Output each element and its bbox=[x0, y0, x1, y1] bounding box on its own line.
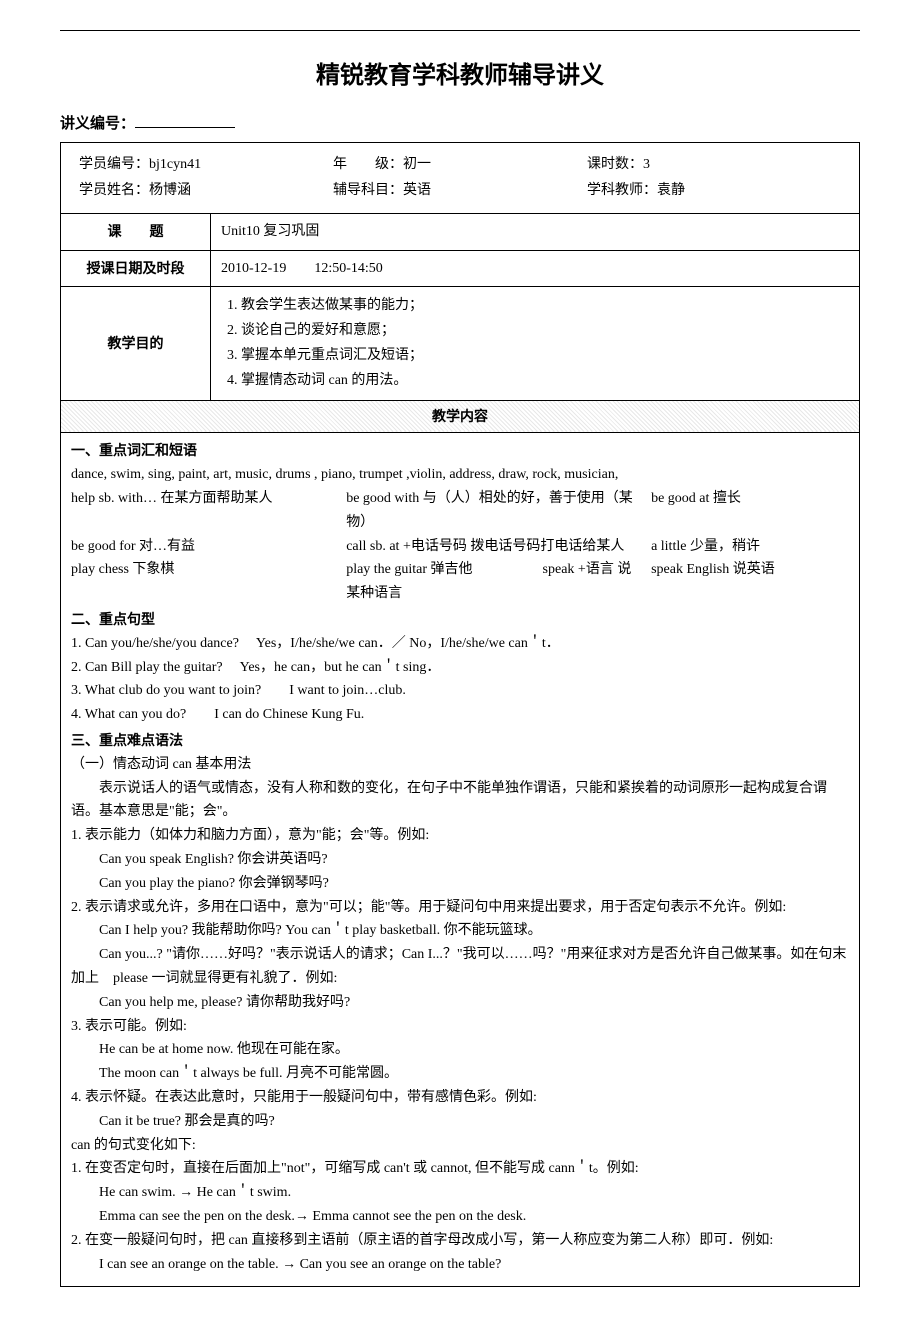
grammar-example: The moon can＇t always be full. 月亮不可能常圆。 bbox=[71, 1062, 849, 1086]
main-table: 学员编号：bj1cyn41 年 级：初一 课时数：3 学员姓名：杨博涵 辅导科目… bbox=[60, 142, 860, 1287]
info-item: 学员姓名：杨博涵 bbox=[79, 179, 333, 203]
top-rule bbox=[60, 30, 860, 31]
phrase-cell: be good with 与（人）相处的好，善于使用（某物） bbox=[346, 487, 643, 535]
phrase-cell: call sb. at +电话号码 拨电话号码打电话给某人 bbox=[346, 535, 643, 559]
content-section-header: 教学内容 bbox=[61, 400, 860, 433]
grammar-item-head: 2. 在变一般疑问句时，把 can 直接移到主语前（原主语的首字母改成小写，第一… bbox=[71, 1229, 849, 1253]
sec3-sub2-items: 1. 在变否定句时，直接在后面加上"not"，可缩写成 can't 或 cann… bbox=[71, 1157, 849, 1276]
grammar-item-head: 2. 表示请求或允许，多用在口语中，意为"可以；能"等。用于疑问句中用来提出要求… bbox=[71, 896, 849, 920]
info-item: 学科教师：袁静 bbox=[587, 179, 841, 203]
info-item: 学员编号：bj1cyn41 bbox=[79, 153, 333, 177]
sec3-sub2-title: can 的句式变化如下: bbox=[71, 1134, 849, 1158]
table-row: 一、重点词汇和短语 dance, swim, sing, paint, art,… bbox=[61, 433, 860, 1287]
info-item: 辅导科目：英语 bbox=[333, 179, 587, 203]
grammar-example: Can you speak English? 你会讲英语吗? bbox=[71, 848, 849, 872]
topic-label: 课 题 bbox=[61, 213, 211, 250]
grammar-example: Can I help you? 我能帮助你吗? You can＇t play b… bbox=[71, 919, 849, 943]
grammar-example: Emma can see the pen on the desk.→ Emma … bbox=[71, 1205, 849, 1229]
phrase-cell: help sb. with… 在某方面帮助某人 bbox=[71, 487, 338, 535]
grammar-example: He can be at home now. 他现在可能在家。 bbox=[71, 1038, 849, 1062]
topic-value: Unit10 复习巩固 bbox=[211, 213, 860, 250]
info-item: 课时数：3 bbox=[587, 153, 841, 177]
goal-value: 1. 教会学生表达做某事的能力；2. 谈论自己的爱好和意愿；3. 掌握本单元重点… bbox=[211, 287, 860, 400]
vocab-line: dance, swim, sing, paint, art, music, dr… bbox=[71, 463, 849, 487]
phrase-cell: be good at 擅长 bbox=[651, 487, 849, 535]
sec3-intro: 表示说话人的语气或情态，没有人称和数的变化，在句子中不能单独作谓语，只能和紧挨着… bbox=[71, 777, 849, 825]
goal-label: 教学目的 bbox=[61, 287, 211, 400]
phrase-row: help sb. with… 在某方面帮助某人be good with 与（人）… bbox=[71, 487, 849, 535]
phrase-cell: play chess 下象棋 bbox=[71, 558, 338, 606]
grammar-item-head: 4. 表示怀疑。在表达此意时，只能用于一般疑问句中，带有感情色彩。例如: bbox=[71, 1086, 849, 1110]
phrase-cell: be good for 对…有益 bbox=[71, 535, 338, 559]
grammar-example: Can it be true? 那会是真的吗? bbox=[71, 1110, 849, 1134]
grammar-example: Can you help me, please? 请你帮助我好吗? bbox=[71, 991, 849, 1015]
phrase-cell: a little 少量，稍许 bbox=[651, 535, 849, 559]
grammar-item-head: 1. 在变否定句时，直接在后面加上"not"，可缩写成 can't 或 cann… bbox=[71, 1157, 849, 1181]
goal-item: 1. 教会学生表达做某事的能力； bbox=[227, 294, 849, 318]
phrase-grid: help sb. with… 在某方面帮助某人be good with 与（人）… bbox=[71, 487, 849, 606]
student-info-cell: 学员编号：bj1cyn41 年 级：初一 课时数：3 学员姓名：杨博涵 辅导科目… bbox=[61, 143, 860, 214]
sec3-items: 1. 表示能力（如体力和脑力方面），意为"能；会"等。例如:Can you sp… bbox=[71, 824, 849, 1133]
sec1-title: 一、重点词汇和短语 bbox=[71, 439, 849, 463]
grammar-item-head: 1. 表示能力（如体力和脑力方面），意为"能；会"等。例如: bbox=[71, 824, 849, 848]
sec2-title: 二、重点句型 bbox=[71, 608, 849, 632]
page-title: 精锐教育学科教师辅导讲义 bbox=[60, 56, 860, 97]
goal-item: 4. 掌握情态动词 can 的用法。 bbox=[227, 369, 849, 393]
grammar-example: Can you...? "请你……好吗？"表示说话人的请求；Can I...？"… bbox=[71, 943, 849, 991]
goal-item: 3. 掌握本单元重点词汇及短语； bbox=[227, 344, 849, 368]
time-label: 授课日期及时段 bbox=[61, 250, 211, 287]
grammar-example: I can see an orange on the table. → Can … bbox=[71, 1253, 849, 1277]
info-item: 年 级：初一 bbox=[333, 153, 587, 177]
table-row: 课 题 Unit10 复习巩固 bbox=[61, 213, 860, 250]
sec3-title: 三、重点难点语法 bbox=[71, 729, 849, 753]
table-row: 教学内容 bbox=[61, 400, 860, 433]
grammar-item-head: 3. 表示可能。例如: bbox=[71, 1015, 849, 1039]
serial-line: 讲义编号： bbox=[60, 111, 860, 137]
serial-blank bbox=[135, 112, 235, 128]
sec3-sub1-title: （一）情态动词 can 基本用法 bbox=[71, 753, 849, 777]
sentence-item: 1. Can you/he/she/you dance? Yes，I/he/sh… bbox=[71, 632, 849, 656]
grammar-example: Can you play the piano? 你会弹钢琴吗? bbox=[71, 872, 849, 896]
phrase-cell: speak English 说英语 bbox=[651, 558, 849, 606]
sentence-item: 2. Can Bill play the guitar? Yes，he can，… bbox=[71, 656, 849, 680]
document-page: 精锐教育学科教师辅导讲义 讲义编号： 学员编号：bj1cyn41 年 级：初一 … bbox=[30, 0, 890, 1317]
time-value: 2010-12-19 12:50-14:50 bbox=[211, 250, 860, 287]
sentence-item: 3. What club do you want to join? I want… bbox=[71, 679, 849, 703]
grammar-example: He can swim. → He can＇t swim. bbox=[71, 1181, 849, 1205]
sec2-list: 1. Can you/he/she/you dance? Yes，I/he/sh… bbox=[71, 632, 849, 727]
phrase-row: play chess 下象棋play the guitar 弹吉他 speak … bbox=[71, 558, 849, 606]
phrase-row: be good for 对…有益 call sb. at +电话号码 拨电话号码打… bbox=[71, 535, 849, 559]
serial-label: 讲义编号： bbox=[60, 115, 135, 132]
table-row: 教学目的 1. 教会学生表达做某事的能力；2. 谈论自己的爱好和意愿；3. 掌握… bbox=[61, 287, 860, 400]
table-row: 学员编号：bj1cyn41 年 级：初一 课时数：3 学员姓名：杨博涵 辅导科目… bbox=[61, 143, 860, 214]
phrase-cell: play the guitar 弹吉他 speak +语言 说某种语言 bbox=[346, 558, 643, 606]
sentence-item: 4. What can you do? I can do Chinese Kun… bbox=[71, 703, 849, 727]
goal-item: 2. 谈论自己的爱好和意愿； bbox=[227, 319, 849, 343]
table-row: 授课日期及时段 2010-12-19 12:50-14:50 bbox=[61, 250, 860, 287]
content-body: 一、重点词汇和短语 dance, swim, sing, paint, art,… bbox=[61, 433, 860, 1287]
